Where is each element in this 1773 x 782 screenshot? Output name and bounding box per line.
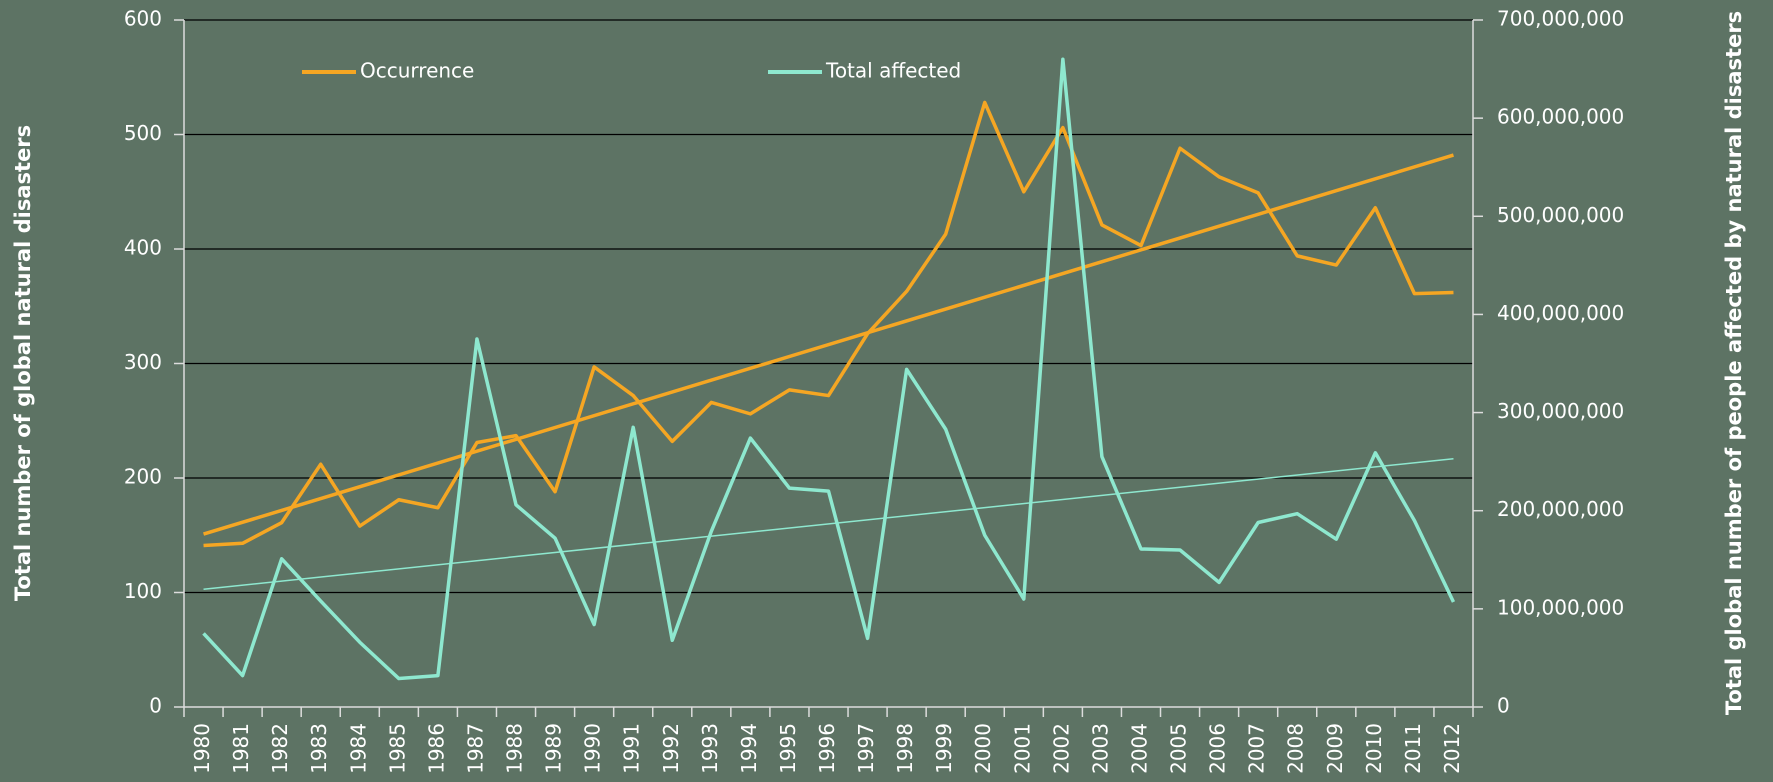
- x-tick-label: 2004: [1127, 723, 1151, 774]
- x-tick-label: 1986: [424, 723, 448, 774]
- y2-tick-label: 700,000,000: [1497, 7, 1624, 31]
- x-tick-label: 2005: [1167, 723, 1191, 774]
- x-tick-label: 1983: [307, 723, 331, 774]
- x-tick-label: 1994: [737, 723, 761, 774]
- x-tick-label: 2007: [1245, 723, 1269, 774]
- y-tick-label: 0: [149, 694, 162, 718]
- legend-label: Occurrence: [360, 59, 474, 83]
- x-tick-label: 1991: [620, 723, 644, 774]
- x-tick-label: 2003: [1088, 723, 1112, 774]
- x-tick-label: 2001: [1010, 723, 1034, 774]
- x-tick-label: 1984: [346, 723, 370, 774]
- y2-tick-label: 500,000,000: [1497, 203, 1624, 227]
- y-tick-label: 200: [124, 465, 162, 489]
- y2-tick-label: 600,000,000: [1497, 105, 1624, 129]
- x-tick-label: 1999: [932, 723, 956, 774]
- legend-label: Total affected: [825, 59, 961, 83]
- x-tick-label: 1985: [385, 723, 409, 774]
- x-tick-label: 1997: [854, 723, 878, 774]
- trend-line: [203, 153, 1454, 536]
- x-tick-label: 2006: [1206, 723, 1230, 774]
- x-tick-label: 1990: [581, 723, 605, 774]
- series-line: [203, 100, 1454, 548]
- y2-tick-label: 300,000,000: [1497, 399, 1624, 423]
- y2-tick-label: 400,000,000: [1497, 301, 1624, 325]
- y-tick-label: 100: [124, 579, 162, 603]
- y-tick-label: 400: [124, 236, 162, 260]
- x-tick-label: 1993: [698, 723, 722, 774]
- series-line: [202, 57, 1456, 681]
- x-tick-label: 1996: [815, 723, 839, 774]
- y2-tick-label: 200,000,000: [1497, 497, 1624, 521]
- x-tick-label: 2009: [1323, 723, 1347, 774]
- x-tick-label: 2002: [1049, 723, 1073, 774]
- y2-tick-label: 0: [1497, 694, 1510, 718]
- x-tick-label: 1981: [229, 723, 253, 774]
- x-tick-label: 1982: [268, 723, 292, 774]
- x-tick-label: 1992: [659, 723, 683, 774]
- x-tick-label: 1987: [463, 723, 487, 774]
- y2-tick-label: 100,000,000: [1497, 595, 1624, 619]
- x-tick-label: 1988: [503, 723, 527, 774]
- x-tick-label: 2010: [1362, 723, 1386, 774]
- x-tick-label: 2011: [1401, 723, 1425, 774]
- x-tick-label: 1995: [776, 723, 800, 774]
- y-tick-label: 500: [124, 121, 162, 145]
- x-tick-label: 2000: [971, 723, 995, 774]
- y-tick-label: 600: [124, 7, 162, 31]
- x-tick-label: 1980: [190, 723, 214, 774]
- x-tick-label: 1989: [542, 723, 566, 774]
- y-tick-label: 300: [124, 350, 162, 374]
- x-tick-label: 2012: [1440, 723, 1464, 774]
- trend-line: [203, 457, 1454, 590]
- y2-axis-title: Total global number of people affected b…: [1722, 11, 1746, 715]
- x-tick-label: 2008: [1284, 723, 1308, 774]
- y-axis-title: Total number of global natural disasters: [11, 125, 35, 601]
- x-tick-label: 1998: [893, 723, 917, 774]
